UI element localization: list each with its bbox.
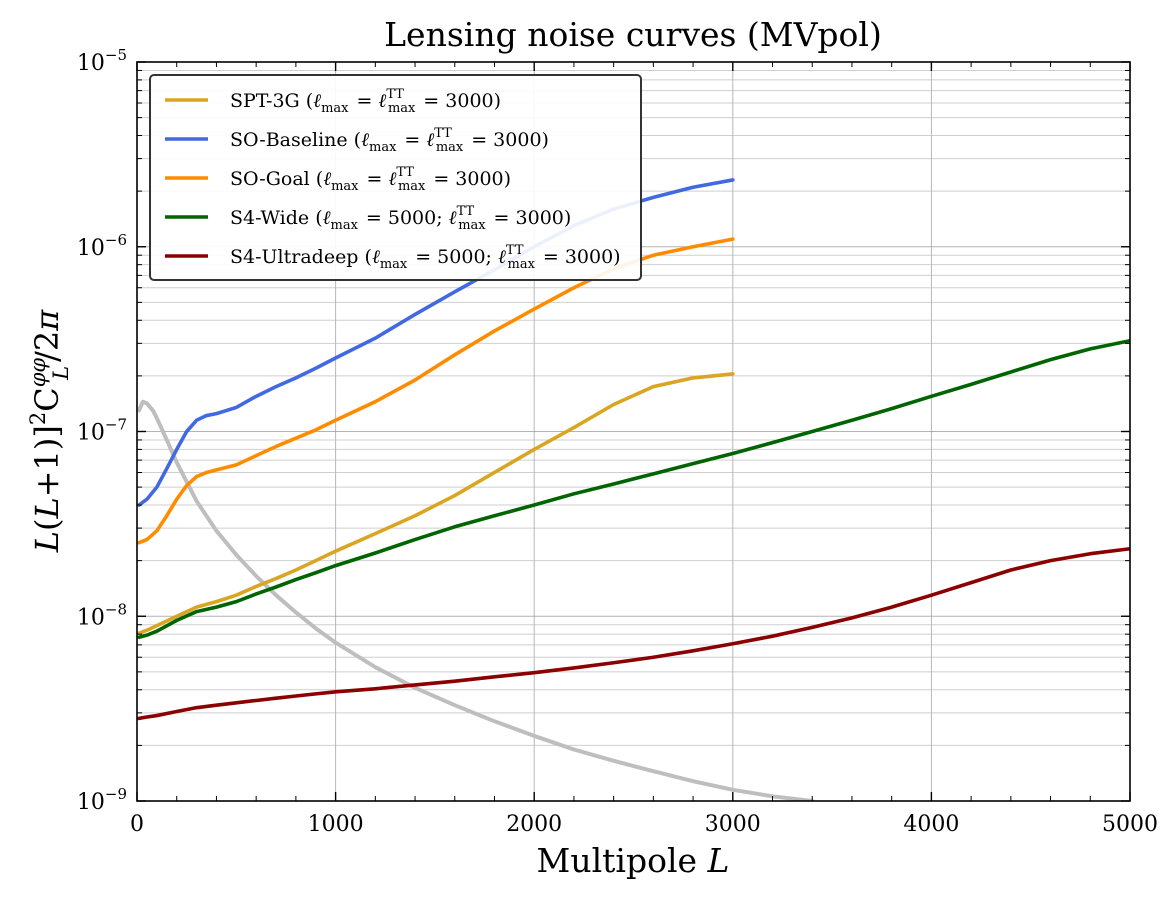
legend-box [149, 74, 642, 281]
x-tick-label: 4000 [903, 812, 959, 837]
x-tick-label: 5000 [1102, 812, 1158, 837]
legend-entry: S4-Wide (ℓmax = 5000; ℓTT max = 3000) [230, 204, 571, 233]
series-line-4 [137, 546, 1130, 721]
x-axis-label: Multipole L [537, 841, 730, 880]
y-tick-label: 10−5 [77, 46, 127, 76]
legend-entry: SO-Baseline (ℓmax = ℓTT max = 3000) [230, 126, 549, 155]
legend-entry: S4-Ultradeep (ℓmax = 5000; ℓTT max = 3000… [230, 243, 621, 272]
y-tick-label: 10−7 [77, 416, 127, 446]
series-line-3 [137, 338, 1130, 640]
y-tick-label: 10−6 [77, 231, 127, 261]
legend-entry: SPT-3G (ℓmax = ℓTT max = 3000) [230, 87, 501, 116]
legend: SPT-3G (ℓmax = ℓTT max = 3000) SO-Baseline… [149, 74, 642, 281]
y-tick-label: 10−9 [77, 785, 127, 815]
x-tick-label: 2000 [506, 812, 562, 837]
series-line-2 [137, 237, 735, 545]
chart-title: Lensing noise curves (MVpol) [384, 15, 882, 54]
x-tick-label: 1000 [308, 812, 364, 837]
legend-entry: SO-Goal (ℓmax = ℓTT max = 3000) [230, 165, 511, 194]
reference-curve [137, 399, 815, 801]
x-tick-label: 3000 [705, 812, 761, 837]
series-line-0 [137, 372, 735, 635]
y-axis-label: L(L+1)]2CφφL/2π [26, 309, 73, 554]
ticks: 0 1000 2000 3000 4000 5000 10−9 10−8 10−7 10−6 10−… [77, 46, 1158, 837]
x-tick-label: 0 [130, 812, 144, 837]
y-tick-label: 10−8 [77, 600, 127, 630]
